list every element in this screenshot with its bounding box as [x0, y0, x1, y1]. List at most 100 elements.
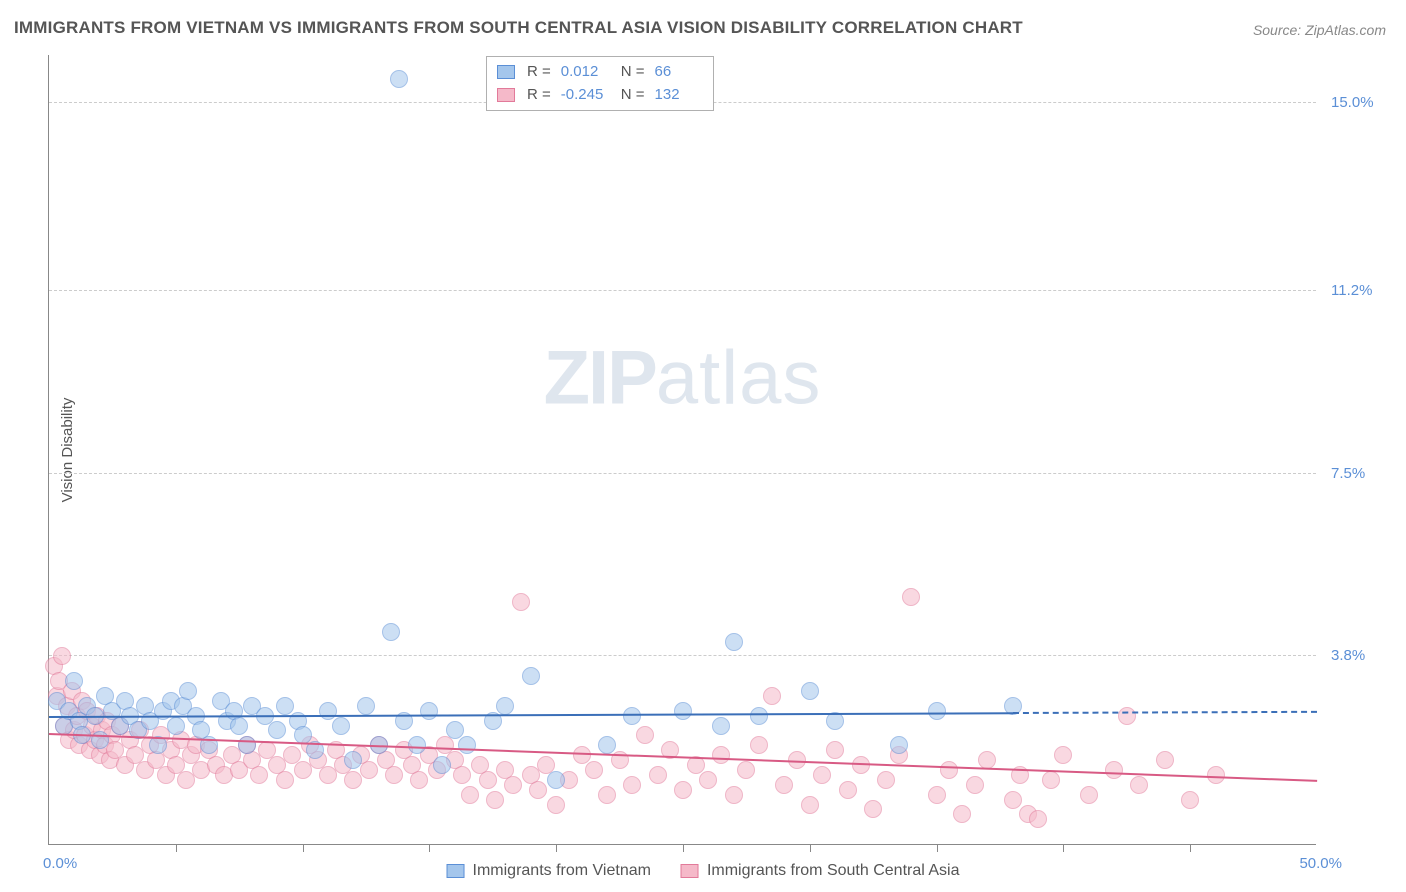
data-point: [496, 697, 514, 715]
data-point: [1054, 746, 1072, 764]
data-point: [1105, 761, 1123, 779]
data-point: [725, 633, 743, 651]
trend-line-extrapolated: [1013, 711, 1317, 714]
data-point: [1156, 751, 1174, 769]
data-point: [547, 796, 565, 814]
data-point: [864, 800, 882, 818]
x-tick: [1190, 844, 1191, 852]
x-tick: [176, 844, 177, 852]
data-point: [1207, 766, 1225, 784]
data-point: [966, 776, 984, 794]
data-point: [725, 786, 743, 804]
data-point: [737, 761, 755, 779]
data-point: [167, 717, 185, 735]
data-point: [512, 593, 530, 611]
data-point: [65, 672, 83, 690]
data-point: [699, 771, 717, 789]
y-tick-label: 3.8%: [1331, 647, 1365, 664]
gridline: [49, 655, 1316, 656]
y-tick-label: 7.5%: [1331, 465, 1365, 482]
x-axis-min-label: 0.0%: [43, 855, 77, 872]
data-point: [390, 70, 408, 88]
gridline: [49, 290, 1316, 291]
data-point: [940, 761, 958, 779]
data-point: [826, 741, 844, 759]
data-point: [750, 736, 768, 754]
legend-label: Immigrants from South Central Asia: [707, 862, 960, 880]
data-point: [1080, 786, 1098, 804]
data-point: [636, 726, 654, 744]
legend-swatch: [497, 88, 515, 102]
gridline: [49, 473, 1316, 474]
data-point: [712, 717, 730, 735]
chart-title: IMMIGRANTS FROM VIETNAM VS IMMIGRANTS FR…: [14, 18, 1023, 38]
data-point: [674, 702, 692, 720]
source-label: Source: ZipAtlas.com: [1253, 22, 1386, 38]
watermark-zip: ZIP: [544, 336, 656, 421]
data-point: [573, 746, 591, 764]
n-label: N =: [621, 61, 645, 84]
data-point: [420, 702, 438, 720]
x-tick: [429, 844, 430, 852]
legend-row: R =0.012N =66: [497, 61, 703, 84]
legend-swatch: [447, 864, 465, 878]
data-point: [276, 697, 294, 715]
data-point: [928, 702, 946, 720]
data-point: [1004, 791, 1022, 809]
data-point: [433, 756, 451, 774]
data-point: [238, 736, 256, 754]
r-value: -0.245: [561, 84, 609, 107]
data-point: [479, 771, 497, 789]
watermark: ZIPatlas: [544, 335, 822, 422]
r-value: 0.012: [561, 61, 609, 84]
n-value: 132: [655, 84, 703, 107]
data-point: [890, 736, 908, 754]
x-tick: [556, 844, 557, 852]
watermark-atlas: atlas: [656, 336, 822, 421]
data-point: [1118, 707, 1136, 725]
data-point: [547, 771, 565, 789]
data-point: [319, 702, 337, 720]
y-tick-label: 15.0%: [1331, 94, 1374, 111]
data-point: [585, 761, 603, 779]
data-point: [486, 791, 504, 809]
data-point: [461, 786, 479, 804]
n-label: N =: [621, 84, 645, 107]
data-point: [179, 682, 197, 700]
x-tick: [1063, 844, 1064, 852]
data-point: [712, 746, 730, 764]
data-point: [598, 786, 616, 804]
data-point: [623, 776, 641, 794]
x-axis-max-label: 50.0%: [1299, 855, 1342, 872]
plot-area: ZIPatlas Vision Disability 0.0% 50.0% 3.…: [48, 55, 1316, 845]
data-point: [928, 786, 946, 804]
data-point: [230, 717, 248, 735]
data-point: [839, 781, 857, 799]
x-tick: [937, 844, 938, 852]
data-point: [357, 697, 375, 715]
r-label: R =: [527, 61, 551, 84]
data-point: [674, 781, 692, 799]
data-point: [763, 687, 781, 705]
data-point: [446, 721, 464, 739]
data-point: [332, 717, 350, 735]
series-legend: Immigrants from Vietnam Immigrants from S…: [447, 862, 960, 880]
data-point: [529, 781, 547, 799]
stats-legend: R =0.012N =66R =-0.245N =132: [486, 56, 714, 111]
r-label: R =: [527, 84, 551, 107]
data-point: [410, 771, 428, 789]
data-point: [522, 667, 540, 685]
legend-label: Immigrants from Vietnam: [473, 862, 651, 880]
legend-item: Immigrants from South Central Asia: [681, 862, 960, 880]
data-point: [268, 721, 286, 739]
x-tick: [683, 844, 684, 852]
legend-item: Immigrants from Vietnam: [447, 862, 651, 880]
data-point: [458, 736, 476, 754]
data-point: [750, 707, 768, 725]
data-point: [385, 766, 403, 784]
data-point: [360, 761, 378, 779]
data-point: [953, 805, 971, 823]
data-point: [813, 766, 831, 784]
data-point: [1130, 776, 1148, 794]
data-point: [902, 588, 920, 606]
